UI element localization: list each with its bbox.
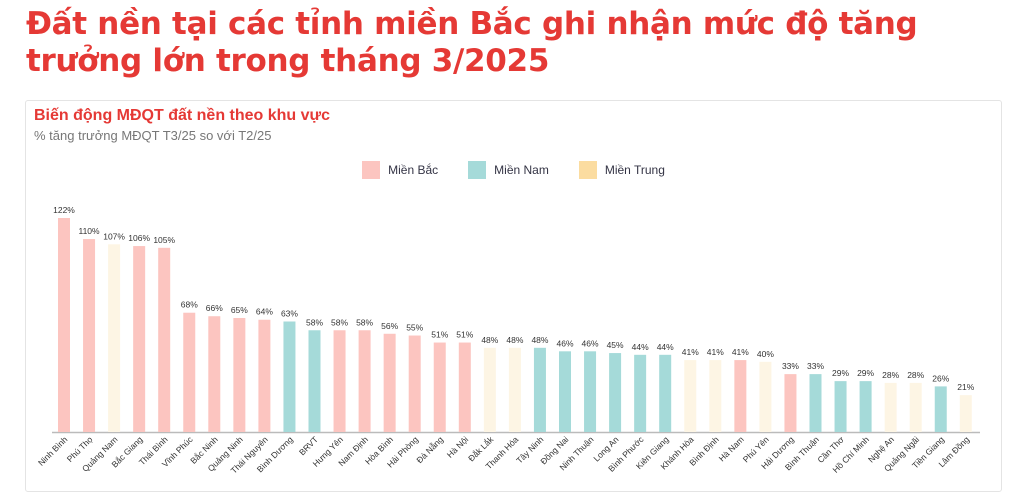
bar[interactable]	[884, 382, 897, 432]
bar[interactable]	[609, 353, 622, 432]
bar[interactable]	[208, 316, 221, 432]
data-label: 106%	[128, 233, 150, 243]
bar[interactable]	[358, 330, 371, 432]
bar[interactable]	[233, 317, 246, 432]
data-label: 21%	[957, 382, 974, 392]
chart-title: Biến động MĐQT đất nền theo khu vực	[34, 107, 331, 124]
bar[interactable]	[158, 247, 171, 432]
bar[interactable]	[308, 330, 321, 432]
bar[interactable]	[458, 342, 471, 432]
bar[interactable]	[133, 246, 146, 432]
bar[interactable]	[584, 351, 597, 432]
data-label: 68%	[181, 300, 198, 310]
data-label: 48%	[531, 335, 548, 345]
bar[interactable]	[934, 386, 947, 432]
data-label: 48%	[506, 335, 523, 345]
bar[interactable]	[784, 374, 797, 432]
legend-item-mien-trung[interactable]: Miền Trung	[578, 161, 665, 179]
data-label: 46%	[582, 338, 599, 348]
data-label: 122%	[53, 205, 75, 215]
x-tick-label: BRVT	[297, 434, 320, 457]
data-label: 40%	[757, 349, 774, 359]
data-label: 44%	[657, 342, 674, 352]
chart-card: Biến động MĐQT đất nền theo khu vực % tă…	[25, 100, 1002, 492]
bar[interactable]	[909, 382, 922, 432]
legend-swatch	[578, 161, 597, 179]
data-label: 51%	[431, 330, 448, 340]
legend-item-mien-nam[interactable]: Miền Nam	[468, 161, 549, 179]
data-label: 29%	[832, 368, 849, 378]
legend-item-mien-bac[interactable]: Miền Bắc	[362, 161, 438, 179]
data-label: 44%	[632, 342, 649, 352]
data-label: 45%	[607, 340, 624, 350]
data-label: 105%	[153, 235, 175, 245]
data-label: 29%	[857, 368, 874, 378]
x-tick-label: Ninh Bình	[36, 434, 70, 468]
data-label: 41%	[732, 347, 749, 357]
bar[interactable]	[559, 351, 571, 432]
data-label: 28%	[907, 370, 924, 380]
bar[interactable]	[108, 244, 121, 432]
bar[interactable]	[634, 354, 647, 432]
bar[interactable]	[533, 347, 546, 432]
legend-swatch	[468, 161, 487, 179]
bar[interactable]	[433, 342, 446, 432]
data-label: 56%	[381, 321, 398, 331]
data-label: 51%	[456, 330, 473, 340]
bar[interactable]	[659, 354, 672, 432]
headline: Đất nền tại các tỉnh miền Bắc ghi nhận m…	[26, 6, 918, 79]
data-label: 58%	[331, 317, 348, 327]
bar[interactable]	[859, 381, 872, 432]
data-label: 65%	[231, 305, 248, 315]
bar[interactable]	[383, 333, 396, 432]
bar[interactable]	[183, 312, 196, 432]
bar[interactable]	[508, 347, 521, 432]
data-label: 46%	[556, 338, 573, 348]
x-tick-label: Đà Nẵng	[414, 434, 445, 465]
data-label: 58%	[356, 317, 373, 327]
data-label: 33%	[807, 361, 824, 371]
bar[interactable]	[258, 319, 271, 432]
bar[interactable]	[283, 321, 296, 432]
data-label: 41%	[707, 347, 724, 357]
legend-label: Miền Nam	[494, 163, 549, 177]
data-label: 58%	[306, 317, 323, 327]
legend-label: Miền Trung	[604, 163, 665, 177]
data-label: 26%	[932, 373, 949, 383]
data-label: 66%	[206, 303, 223, 313]
data-label: 55%	[406, 323, 423, 333]
bar[interactable]	[408, 335, 421, 432]
data-label: 33%	[782, 361, 799, 371]
bar[interactable]	[959, 395, 972, 432]
data-label: 110%	[78, 226, 100, 236]
bar[interactable]	[709, 360, 722, 432]
data-label: 63%	[281, 308, 298, 318]
data-label: 48%	[481, 335, 498, 345]
chart-subtitle: % tăng trưởng MĐQT T3/25 so với T2/25	[34, 128, 272, 143]
legend-swatch	[362, 161, 381, 179]
data-label: 107%	[103, 231, 125, 241]
bar[interactable]	[684, 360, 697, 432]
bar[interactable]	[759, 361, 772, 432]
bar[interactable]	[734, 360, 747, 432]
legend-label: Miền Bắc	[388, 163, 439, 177]
bar[interactable]	[834, 381, 847, 432]
bar[interactable]	[83, 239, 96, 432]
data-label: 28%	[882, 370, 899, 380]
bar[interactable]	[58, 218, 70, 432]
legend: Miền Bắc Miền Nam Miền Trung	[26, 161, 1001, 179]
data-label: 41%	[682, 347, 699, 357]
bar[interactable]	[809, 374, 822, 432]
bar[interactable]	[333, 330, 346, 432]
data-label: 64%	[256, 307, 273, 317]
bar[interactable]	[483, 347, 496, 432]
